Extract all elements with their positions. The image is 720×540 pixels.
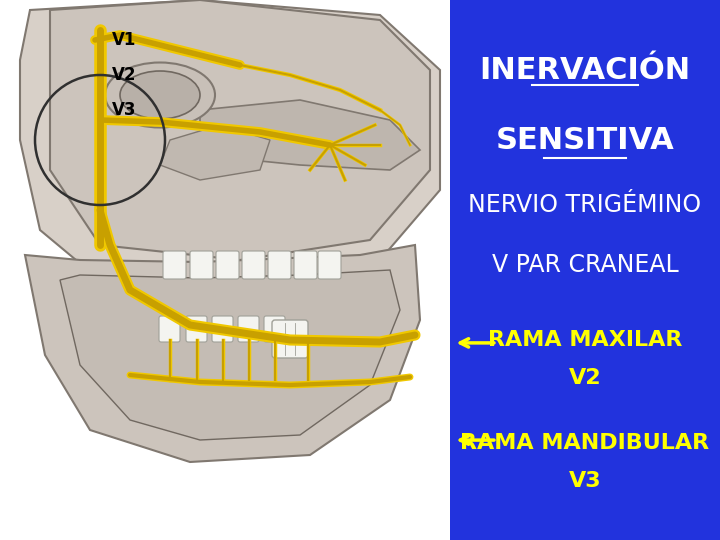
- Polygon shape: [200, 100, 420, 170]
- Text: V3: V3: [569, 470, 601, 491]
- Text: SENSITIVA: SENSITIVA: [495, 126, 675, 155]
- Text: INERVACIÓN: INERVACIÓN: [480, 56, 690, 85]
- Polygon shape: [160, 125, 270, 180]
- Text: RAMA MAXILAR: RAMA MAXILAR: [488, 330, 682, 350]
- Ellipse shape: [120, 71, 200, 119]
- Text: V2: V2: [569, 368, 601, 388]
- FancyBboxPatch shape: [159, 316, 180, 342]
- FancyBboxPatch shape: [242, 251, 265, 279]
- Text: V2: V2: [112, 66, 137, 84]
- Polygon shape: [50, 0, 430, 260]
- Text: NERVIO TRIGÉMINO: NERVIO TRIGÉMINO: [469, 193, 701, 217]
- Text: RAMA MANDIBULAR: RAMA MANDIBULAR: [460, 433, 710, 453]
- FancyBboxPatch shape: [238, 316, 259, 342]
- FancyBboxPatch shape: [216, 251, 239, 279]
- Text: V1: V1: [112, 31, 136, 49]
- Text: V3: V3: [112, 101, 137, 119]
- Polygon shape: [20, 0, 440, 285]
- Text: V PAR CRANEAL: V PAR CRANEAL: [492, 253, 678, 276]
- Ellipse shape: [105, 63, 215, 127]
- FancyBboxPatch shape: [212, 316, 233, 342]
- FancyBboxPatch shape: [190, 251, 213, 279]
- FancyBboxPatch shape: [163, 251, 186, 279]
- FancyBboxPatch shape: [318, 251, 341, 279]
- FancyBboxPatch shape: [186, 316, 207, 342]
- FancyBboxPatch shape: [264, 316, 285, 342]
- Polygon shape: [60, 270, 400, 440]
- FancyBboxPatch shape: [294, 251, 317, 279]
- FancyBboxPatch shape: [272, 320, 308, 358]
- FancyBboxPatch shape: [268, 251, 291, 279]
- Polygon shape: [25, 245, 420, 462]
